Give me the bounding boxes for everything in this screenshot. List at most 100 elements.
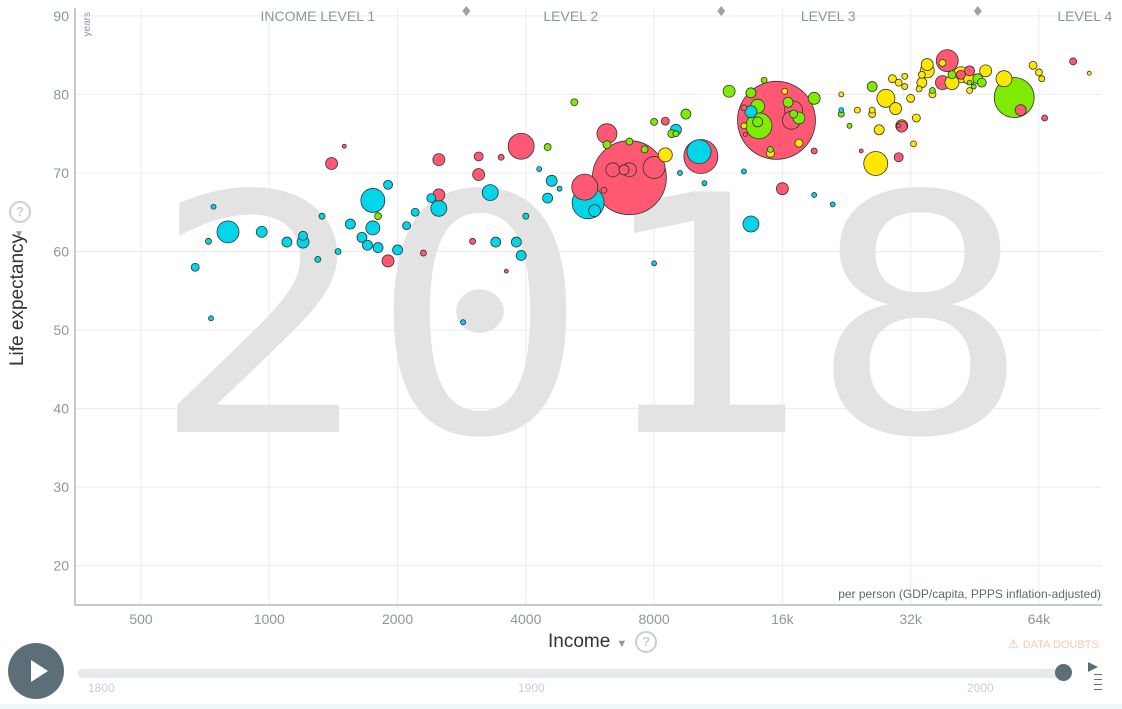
country-bubble xyxy=(657,147,673,163)
country-bubble xyxy=(392,244,403,256)
question-circle-icon[interactable]: ? xyxy=(635,631,658,653)
y-tick-label: 20 xyxy=(53,558,69,574)
country-bubble xyxy=(618,164,630,176)
country-bubble xyxy=(752,116,764,128)
timeline-slider[interactable] xyxy=(78,669,1066,678)
country-bubble xyxy=(545,174,558,187)
country-bubble xyxy=(917,70,926,79)
country-bubble xyxy=(472,168,486,181)
country-bubble xyxy=(362,239,373,251)
y-axis-unit: years xyxy=(82,12,93,36)
country-bubble xyxy=(915,85,923,93)
flag-icon xyxy=(1088,662,1098,672)
country-bubble xyxy=(298,230,308,241)
x-axis-title[interactable]: Income xyxy=(548,631,611,653)
country-bubble xyxy=(920,58,934,71)
country-bubble xyxy=(556,185,563,192)
country-bubble xyxy=(829,201,836,208)
country-bubble xyxy=(426,193,437,203)
country-bubble xyxy=(742,215,760,233)
x-tick-label: 8000 xyxy=(639,611,670,627)
country-bubble xyxy=(507,132,535,160)
y-tick-label: 30 xyxy=(53,479,69,495)
country-bubble xyxy=(901,72,909,80)
country-bubble xyxy=(1028,60,1038,70)
country-bubble xyxy=(255,225,268,238)
country-bubble xyxy=(911,113,921,123)
country-bubble xyxy=(894,78,903,87)
timeline-handle[interactable] xyxy=(1055,664,1072,681)
diamond-icon xyxy=(973,6,982,16)
country-bubble xyxy=(767,145,774,153)
timeline-label-1800: 1800 xyxy=(88,681,115,695)
country-bubble xyxy=(650,118,658,126)
y-tick-label: 40 xyxy=(53,401,69,417)
speed-tick xyxy=(1094,679,1102,680)
country-bubble xyxy=(896,123,902,129)
country-bubble xyxy=(360,188,386,213)
country-bubble xyxy=(510,236,522,248)
country-bubble xyxy=(432,153,446,167)
country-bubble xyxy=(789,109,798,119)
country-bubble xyxy=(383,179,393,190)
country-bubble xyxy=(588,204,601,218)
country-bubble xyxy=(680,108,692,120)
country-bubble xyxy=(782,96,794,108)
country-bubble xyxy=(838,107,845,114)
country-bubble xyxy=(314,255,322,263)
country-bubble xyxy=(760,76,768,84)
y-tick-label: 90 xyxy=(53,8,69,24)
country-bubble xyxy=(481,184,499,201)
play-button[interactable] xyxy=(8,643,64,699)
country-bubble xyxy=(947,70,957,80)
country-bubble xyxy=(811,192,818,198)
country-bubble xyxy=(686,139,712,165)
warning-triangle-icon: ⚠ xyxy=(1008,637,1019,651)
x-axis-unit: per person (GDP/capita, PPPS inflation-a… xyxy=(838,587,1101,601)
country-bubble xyxy=(742,132,748,137)
country-bubble xyxy=(701,180,708,187)
x-tick-label: 16k xyxy=(771,611,795,627)
country-bubble xyxy=(515,250,527,261)
country-bubble xyxy=(602,140,612,150)
country-bubble xyxy=(600,186,608,194)
country-bubble xyxy=(995,70,1013,88)
y-tick-label: 70 xyxy=(53,165,69,181)
country-bubble xyxy=(722,84,736,98)
x-tick-label: 32k xyxy=(899,611,923,627)
speed-tick xyxy=(1094,684,1102,685)
y-tick-label: 60 xyxy=(53,244,69,260)
income-level-label: LEVEL 3 xyxy=(801,8,856,24)
country-bubble xyxy=(868,106,876,114)
country-bubble xyxy=(208,315,214,322)
speed-control[interactable] xyxy=(1088,662,1102,694)
y-axis-title[interactable]: Life expectancy xyxy=(7,233,28,367)
play-icon xyxy=(31,660,48,682)
diamond-icon xyxy=(717,6,726,16)
income-level-label: LEVEL 4 xyxy=(1057,8,1112,24)
country-bubble xyxy=(677,170,683,176)
country-bubble xyxy=(542,192,554,204)
country-bubble xyxy=(460,319,466,326)
country-bubble xyxy=(420,249,427,257)
x-axis-label[interactable]: Income ▼? xyxy=(548,631,658,653)
country-bubble xyxy=(344,218,356,230)
country-bubble xyxy=(740,104,748,112)
country-bubble xyxy=(318,212,326,220)
data-doubts-link[interactable]: ⚠ DATA DOUBTS xyxy=(1008,637,1099,651)
country-bubble xyxy=(374,212,382,221)
country-bubble xyxy=(490,236,502,248)
chevron-down-icon[interactable]: ▼ xyxy=(616,638,628,651)
country-bubble xyxy=(838,91,845,98)
income-level-label: LEVEL 2 xyxy=(543,8,598,24)
data-doubts-label: DATA DOUBTS xyxy=(1022,639,1099,651)
country-bubble xyxy=(503,268,509,274)
country-bubble xyxy=(522,212,530,220)
country-bubble xyxy=(866,81,878,92)
country-bubble xyxy=(625,137,634,146)
country-bubble xyxy=(365,220,381,236)
question-circle-icon[interactable]: ? xyxy=(9,201,31,223)
country-bubble xyxy=(469,237,476,245)
chevron-down-icon[interactable]: ▼ xyxy=(14,229,24,240)
